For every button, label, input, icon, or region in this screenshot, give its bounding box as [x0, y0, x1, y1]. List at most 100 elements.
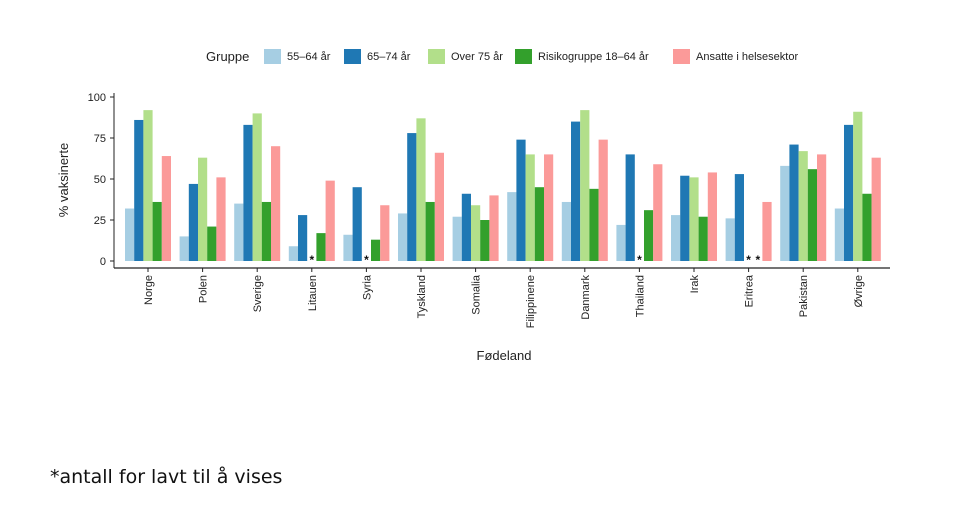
- bar: [844, 124, 854, 261]
- x-tick-label: Øvrige: [853, 275, 865, 307]
- legend-swatch: [428, 49, 445, 64]
- bar: [525, 154, 535, 261]
- bar: [817, 154, 827, 261]
- bar: [544, 154, 554, 261]
- bar: [288, 246, 298, 261]
- bar: [398, 213, 408, 261]
- bar: [252, 113, 262, 262]
- bar: [571, 121, 581, 261]
- legend-swatch: [673, 49, 690, 64]
- x-tick-label: Somalia: [471, 274, 483, 315]
- bar-group-9: *: [616, 154, 663, 267]
- bar: [407, 133, 417, 261]
- legend-title: Gruppe: [206, 49, 249, 64]
- missing-marker: *: [637, 253, 642, 267]
- bar: [625, 154, 635, 261]
- bar: [616, 224, 626, 261]
- legend-label: 55–64 år: [287, 51, 331, 63]
- legend-swatch: [515, 49, 532, 64]
- bar: [380, 205, 390, 261]
- bar: [316, 233, 326, 261]
- x-tick-label: Tyskland: [416, 275, 428, 318]
- bar: [271, 146, 281, 261]
- missing-marker: *: [755, 253, 760, 267]
- y-tick-label: 75: [94, 133, 106, 145]
- bar: [371, 239, 381, 261]
- bar: [598, 139, 608, 261]
- bar: [707, 172, 717, 261]
- missing-marker: *: [746, 253, 751, 267]
- bar: [698, 216, 708, 261]
- legend: Gruppe 55–64 år 65–74 år Over 75 år Risikog…: [206, 49, 798, 64]
- bar: [862, 193, 872, 261]
- bar: [125, 208, 135, 261]
- x-tick-label: Norge: [143, 275, 155, 305]
- bar: [807, 169, 817, 261]
- bar: [343, 234, 353, 261]
- missing-marker: *: [309, 253, 314, 267]
- x-tick-label: Polen: [198, 275, 210, 303]
- x-axis-title: Fødeland: [477, 348, 532, 363]
- bar-group-5: [398, 118, 444, 261]
- bar: [198, 157, 208, 261]
- bar: [452, 216, 462, 261]
- bar: [434, 152, 444, 261]
- bar: [216, 177, 226, 261]
- bar: [534, 187, 544, 261]
- x-tick-label: Pakistan: [798, 275, 810, 317]
- legend-label: Risikogruppe 18–64 år: [538, 51, 649, 63]
- bar-group-2: [234, 113, 281, 262]
- missing-marker: *: [364, 253, 369, 267]
- bar: [207, 226, 217, 261]
- y-tick-label: 50: [94, 174, 106, 186]
- bar: [834, 208, 844, 261]
- bar-group-0: [125, 110, 171, 262]
- x-tick-label: Irak: [689, 275, 701, 294]
- x-tick-label: Syria: [361, 274, 373, 300]
- bar-group-12: [780, 144, 827, 261]
- bar: [671, 215, 681, 261]
- y-tick-label: 100: [88, 92, 106, 104]
- y-tick-label: 0: [100, 256, 106, 268]
- bar: [653, 164, 663, 261]
- x-tick-label: Thailand: [634, 275, 646, 317]
- bar: [188, 183, 198, 261]
- bar-group-1: [179, 157, 226, 261]
- bar: [871, 157, 881, 261]
- bar-group-6: [452, 193, 499, 261]
- bar: [689, 177, 699, 261]
- bar: [161, 156, 171, 261]
- x-tick-label: Filippinene: [525, 275, 537, 328]
- bar: [516, 139, 526, 261]
- bar: [179, 236, 189, 261]
- bar: [762, 201, 772, 261]
- legend-label: Over 75 år: [451, 51, 503, 63]
- y-axis-title: % vaksinerte: [56, 143, 71, 217]
- bar: [471, 205, 481, 261]
- bar: [589, 188, 599, 261]
- bar: [480, 220, 490, 261]
- bar-group-10: [671, 172, 717, 261]
- legend-swatch: [344, 49, 361, 64]
- bar: [789, 144, 799, 261]
- legend-swatch: [264, 49, 281, 64]
- bar: [680, 175, 690, 261]
- bar: [461, 193, 471, 261]
- bar-group-3: *: [288, 180, 335, 267]
- bar: [580, 110, 590, 262]
- bar-group-4: *: [343, 187, 390, 267]
- bar: [352, 187, 362, 261]
- bar: [243, 124, 253, 261]
- bar: [561, 201, 571, 261]
- bar-group-11: * *: [725, 174, 772, 267]
- bar-group-13: [834, 111, 881, 261]
- bar: [725, 218, 735, 261]
- x-tick-label: Litauen: [307, 275, 319, 311]
- bar: [853, 111, 863, 261]
- footnote: *antall for lavt til å vises: [50, 466, 283, 488]
- bar: [298, 215, 308, 261]
- bar: [425, 201, 435, 261]
- bar: [734, 174, 744, 261]
- x-tick-label: Danmark: [580, 275, 592, 320]
